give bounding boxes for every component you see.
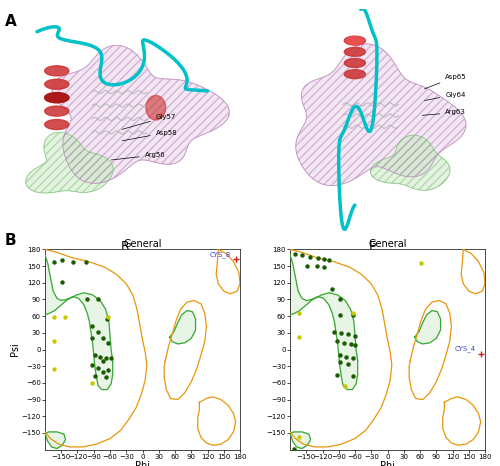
Text: Gly57: Gly57 <box>122 114 176 130</box>
Ellipse shape <box>344 59 366 68</box>
Ellipse shape <box>146 96 166 120</box>
Polygon shape <box>45 432 66 449</box>
Text: Arg63: Arg63 <box>422 110 466 116</box>
Ellipse shape <box>44 93 69 103</box>
Ellipse shape <box>44 66 69 76</box>
Title: General: General <box>123 239 162 248</box>
Polygon shape <box>414 310 440 344</box>
Text: A: A <box>5 14 17 29</box>
Ellipse shape <box>44 106 69 116</box>
Polygon shape <box>290 255 358 390</box>
Text: CYS_8: CYS_8 <box>210 251 231 258</box>
Ellipse shape <box>344 36 366 45</box>
Text: Asp58: Asp58 <box>122 130 178 141</box>
Text: CYS_4: CYS_4 <box>454 345 476 352</box>
Polygon shape <box>26 132 113 193</box>
Ellipse shape <box>44 79 69 89</box>
Ellipse shape <box>344 70 366 79</box>
Polygon shape <box>290 432 310 449</box>
Title: General: General <box>368 239 407 248</box>
Text: Arg56: Arg56 <box>112 152 166 160</box>
X-axis label: Phi: Phi <box>380 461 395 466</box>
Polygon shape <box>170 310 196 344</box>
Y-axis label: Psi: Psi <box>10 343 20 356</box>
Text: Asp65: Asp65 <box>424 74 467 89</box>
Text: F: F <box>369 240 376 253</box>
Ellipse shape <box>344 48 366 56</box>
Polygon shape <box>370 135 450 190</box>
X-axis label: Phi: Phi <box>135 461 150 466</box>
Polygon shape <box>296 44 466 185</box>
Text: B: B <box>5 233 16 248</box>
Ellipse shape <box>44 119 69 130</box>
Text: Gly64: Gly64 <box>424 91 466 101</box>
Ellipse shape <box>346 37 364 45</box>
Polygon shape <box>45 255 112 390</box>
Ellipse shape <box>44 93 69 103</box>
Polygon shape <box>52 45 230 183</box>
Text: R: R <box>120 240 130 253</box>
